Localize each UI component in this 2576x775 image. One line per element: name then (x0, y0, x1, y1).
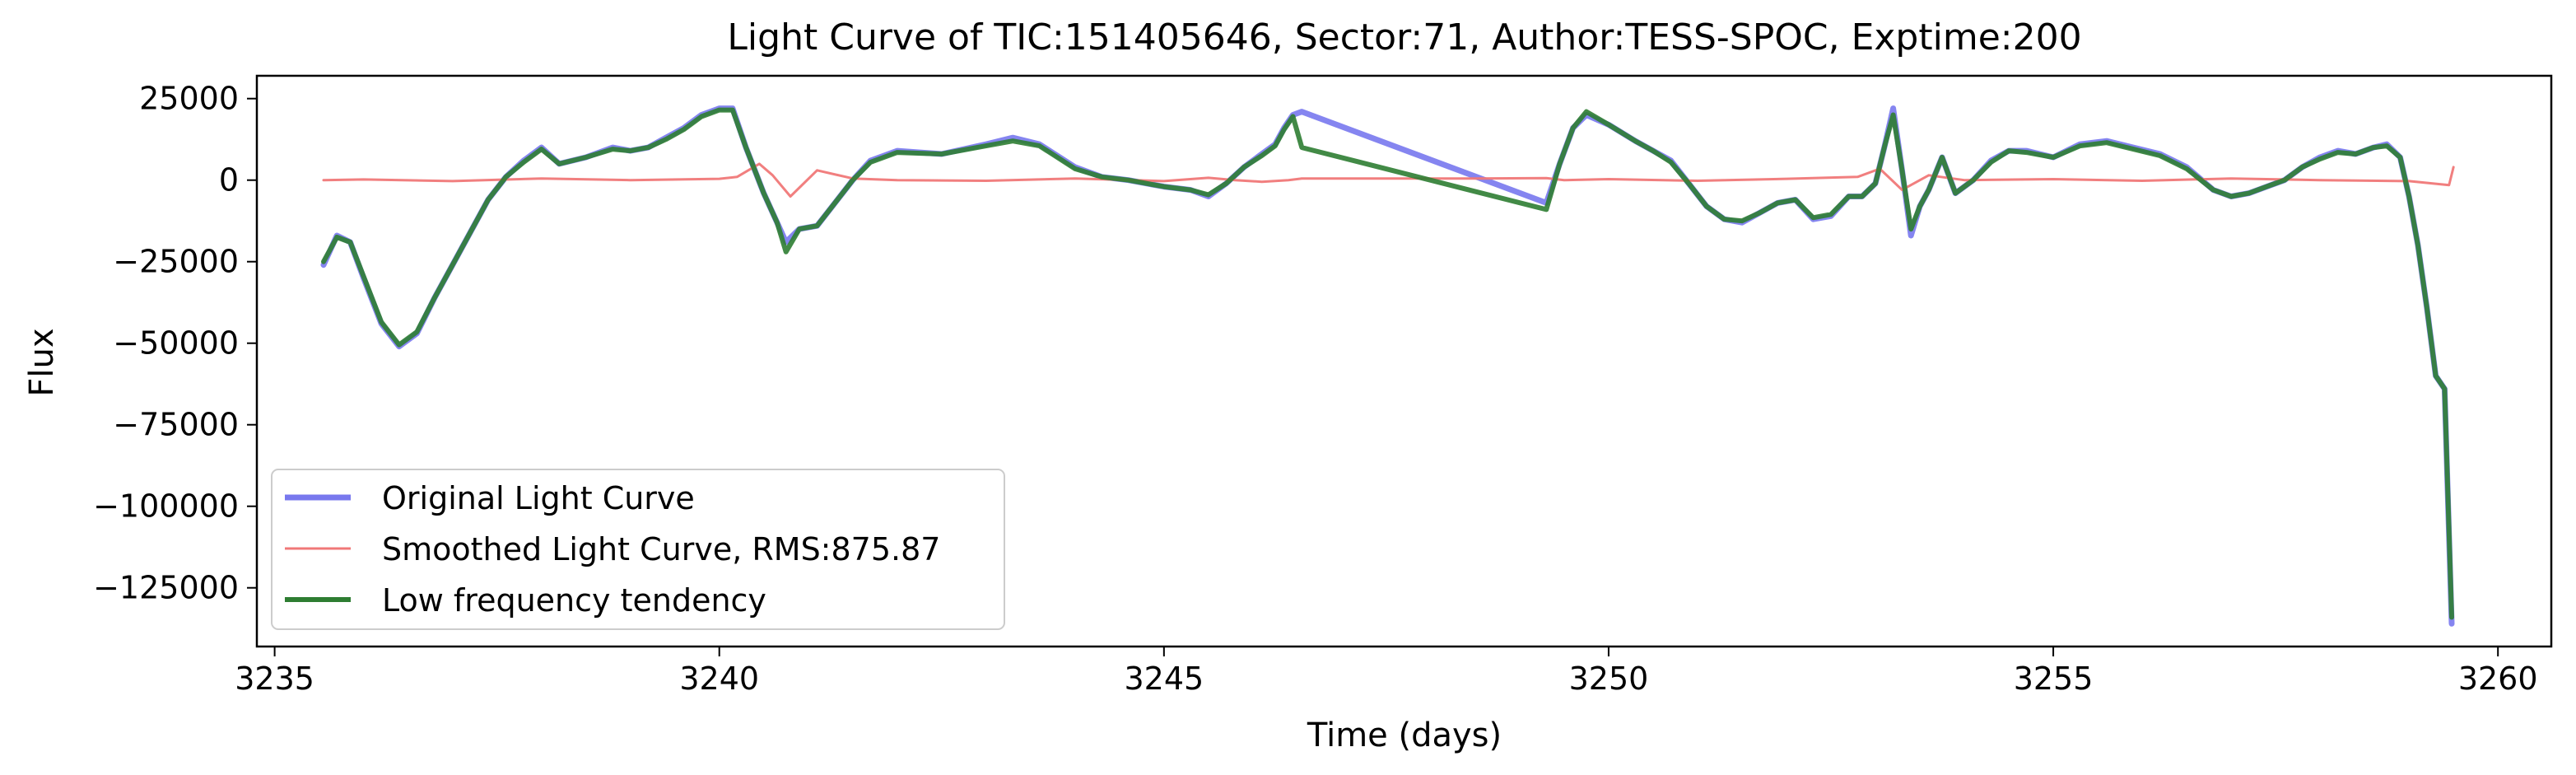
x-tick-label: 3260 (2458, 661, 2538, 697)
legend: Original Light Curve Smoothed Light Curve… (271, 469, 1005, 630)
series-low-frequency-line (321, 107, 2454, 620)
legend-label: Smoothed Light Curve, RMS:875.87 (382, 531, 940, 567)
plot-area (255, 74, 2553, 648)
y-tick-label: −50000 (113, 325, 239, 362)
y-tick-label: −100000 (93, 488, 239, 525)
y-tick-label: −75000 (113, 407, 239, 443)
series-smoothed-line (322, 162, 2455, 198)
y-tick-label: −125000 (93, 570, 239, 606)
x-tick-label: 3245 (1124, 661, 1204, 697)
y-tick-label: 0 (219, 162, 239, 198)
x-axis: 3235 3240 3245 3250 3255 3260 (235, 647, 2538, 697)
chart-title: Light Curve of TIC:151405646, Sector:71,… (727, 16, 2081, 58)
x-axis-label: Time (days) (1307, 717, 1502, 754)
x-tick-label: 3235 (235, 661, 314, 697)
plot-frame (255, 74, 2553, 648)
x-tick-label: 3250 (1569, 661, 1649, 697)
legend-label: Original Light Curve (382, 480, 695, 516)
series-layer (320, 105, 2455, 627)
y-tick-label: 25000 (139, 81, 239, 117)
legend-label: Low frequency tendency (382, 582, 766, 619)
x-tick-label: 3255 (2014, 661, 2094, 697)
x-tick-label: 3240 (679, 661, 759, 697)
y-axis-label: Flux (23, 328, 61, 396)
legend-box (271, 469, 1005, 630)
y-tick-label: −25000 (113, 244, 239, 280)
y-axis: 25000 0 −25000 −50000 −75000 −100000 −125000 (93, 81, 257, 606)
